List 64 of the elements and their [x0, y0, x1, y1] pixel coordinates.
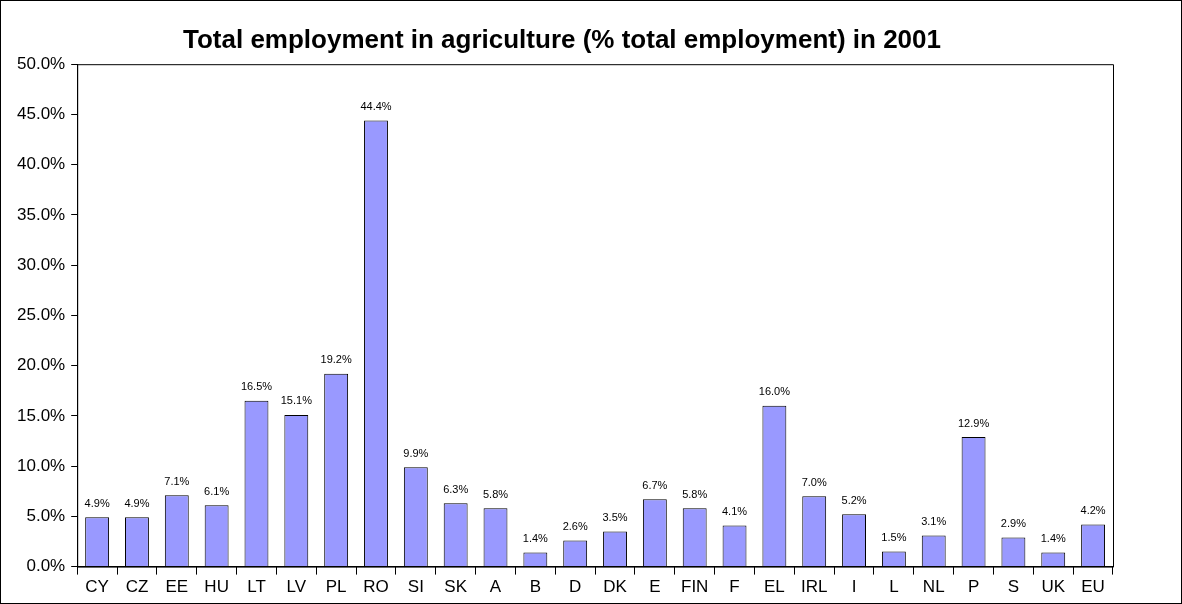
data-label: 1.5%	[881, 531, 907, 544]
x-tick-label: FIN	[681, 577, 709, 597]
x-tick-label: CY	[85, 577, 109, 597]
data-label: 7.0%	[801, 475, 827, 488]
x-tick-label: SK	[444, 577, 468, 597]
x-tick-label: SI	[407, 577, 424, 597]
y-tick-label: 15.0%	[17, 405, 66, 425]
y-tick-label: 25.0%	[17, 305, 66, 325]
y-tick-label: 50.0%	[17, 53, 66, 73]
data-label: 4.2%	[1080, 503, 1106, 516]
y-tick-label: 10.0%	[17, 455, 66, 475]
y-tick-label: 5.0%	[26, 506, 66, 526]
x-tick-label: P	[967, 577, 980, 597]
data-label: 16.0%	[758, 385, 791, 398]
data-label: 16.5%	[240, 380, 273, 393]
x-tick-label: I	[851, 577, 857, 597]
data-label: 5.2%	[841, 493, 867, 506]
x-tick-label: L	[889, 577, 899, 597]
data-label: 4.9%	[124, 496, 150, 509]
x-tick-label: RO	[363, 577, 389, 597]
data-label: 2.6%	[562, 520, 588, 533]
y-tick-label: 20.0%	[17, 355, 66, 375]
x-tick-label: E	[649, 577, 661, 597]
x-tick-label: IRL	[800, 577, 828, 597]
y-tick-label: 0.0%	[26, 556, 66, 576]
data-label: 7.1%	[164, 474, 190, 487]
data-label: 3.5%	[602, 510, 628, 523]
x-tick-label: EL	[763, 577, 785, 597]
y-tick-label: 40.0%	[17, 154, 66, 174]
x-tick-label: HU	[204, 577, 229, 597]
data-label: 2.9%	[1000, 516, 1027, 529]
data-label: 15.1%	[280, 394, 313, 407]
y-tick-label: 30.0%	[17, 254, 66, 274]
x-tick-label: F	[729, 577, 740, 597]
data-label: 6.7%	[642, 478, 668, 491]
data-label: 12.9%	[957, 416, 990, 429]
data-label: 9.9%	[403, 446, 429, 459]
data-label: 3.1%	[921, 514, 947, 527]
x-tick-label: EE	[165, 577, 189, 597]
data-label: 4.1%	[722, 504, 748, 517]
x-tick-label: NL	[922, 577, 945, 597]
data-label: 6.1%	[204, 484, 230, 497]
x-tick-label: S	[1007, 577, 1020, 597]
x-tick-label: DK	[603, 577, 628, 597]
chart-title: Total employment in agriculture (% total employment) in 2001	[183, 23, 941, 54]
data-label: 6.3%	[443, 482, 469, 495]
data-label: 44.4%	[360, 100, 392, 112]
data-label: 4.9%	[84, 496, 110, 509]
x-tick-label: LV	[286, 577, 307, 597]
y-tick-label: 45.0%	[17, 104, 66, 124]
data-label: 19.2%	[320, 353, 352, 366]
data-label: 1.4%	[522, 532, 549, 545]
data-label: 5.8%	[482, 487, 509, 500]
x-tick-label: CZ	[125, 577, 149, 597]
x-tick-label: PL	[325, 577, 347, 597]
data-label: 1.4%	[1040, 532, 1066, 545]
x-tick-label: B	[529, 577, 542, 597]
x-tick-label: A	[489, 577, 502, 597]
data-label: 5.8%	[682, 487, 708, 500]
x-tick-label: D	[569, 577, 582, 597]
y-tick-label: 35.0%	[17, 204, 66, 224]
x-tick-label: EU	[1081, 577, 1105, 597]
x-tick-label: LT	[247, 577, 266, 597]
x-tick-label: UK	[1041, 577, 1066, 597]
